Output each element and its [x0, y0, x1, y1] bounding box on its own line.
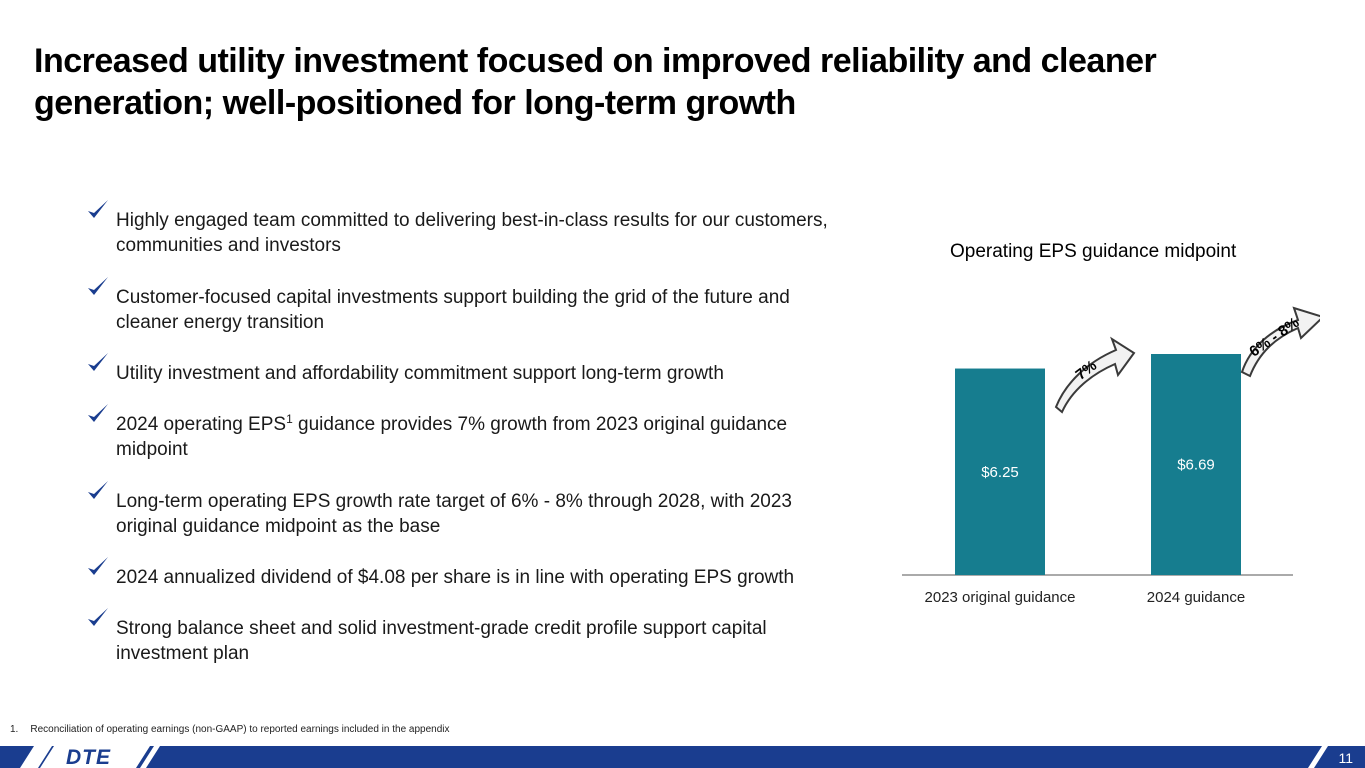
- bar-2024-guidance: [1151, 354, 1241, 575]
- dte-logo: DTE: [66, 746, 111, 768]
- arrow-shape: [1054, 336, 1136, 414]
- bullet-text: Utility investment and affordability com…: [116, 363, 724, 384]
- eps-bar-chart: $6.25 $6.69 2023 original guidance 2024 …: [902, 306, 1320, 606]
- growth-arrow-6-8pct: 6% - 8%: [1240, 306, 1320, 378]
- logo-stripe: [140, 746, 160, 768]
- checkmark-icon: [88, 404, 108, 422]
- arrow-label: 6% - 8%: [1246, 314, 1302, 360]
- bullet-text: 2024 annualized dividend of $4.08 per sh…: [116, 567, 795, 588]
- checkmark-icon: [88, 608, 108, 626]
- footer-stripe: [1308, 746, 1328, 768]
- bullet-text: 2024 operating EPS1 guidance provides 7%…: [116, 412, 856, 462]
- footer-bar: [0, 746, 1365, 768]
- footnote-number: 1.: [10, 724, 19, 735]
- checkmark-icon: [88, 481, 108, 499]
- chart-title: Operating EPS guidance midpoint: [950, 241, 1237, 262]
- checkmark-icon: [88, 353, 108, 371]
- checkmark-icon: [88, 557, 108, 575]
- footer-background: [0, 746, 1365, 768]
- growth-arrow-7pct: 7%: [1054, 336, 1136, 414]
- footnote: 1. Reconciliation of operating earnings (…: [10, 724, 450, 735]
- bullet-text: Strong balance sheet and solid investmen…: [116, 618, 767, 664]
- bullet-text: Long-term operating EPS growth rate targ…: [116, 491, 792, 537]
- category-label: 2023 original guidance: [925, 589, 1076, 606]
- logo-background: [40, 746, 150, 768]
- bullet-text: Highly engaged team committed to deliver…: [116, 210, 828, 256]
- page-number: 11: [1338, 750, 1353, 766]
- category-label: 2024 guidance: [1147, 589, 1245, 606]
- checkmark-icon: [88, 200, 108, 218]
- checkmark-icon: [88, 277, 108, 295]
- bullet-text-part: guidance provides 7% growth from 2023 or…: [116, 414, 788, 460]
- slide-title: Increased utility investment focused on …: [34, 42, 1157, 122]
- bar-value-label: $6.69: [1177, 457, 1215, 474]
- footnote-marker: 1: [286, 412, 293, 426]
- bullet-text: Customer-focused capital investments sup…: [116, 287, 790, 333]
- bar-value-label: $6.25: [981, 464, 1019, 481]
- bullet-text-part: 2024 operating EPS: [116, 414, 287, 435]
- footnote-text: Reconciliation of operating earnings (no…: [30, 724, 450, 735]
- bar-2023-original-guidance: [955, 368, 1045, 575]
- logo-stripe: [20, 746, 52, 768]
- arrow-shape: [1240, 306, 1320, 378]
